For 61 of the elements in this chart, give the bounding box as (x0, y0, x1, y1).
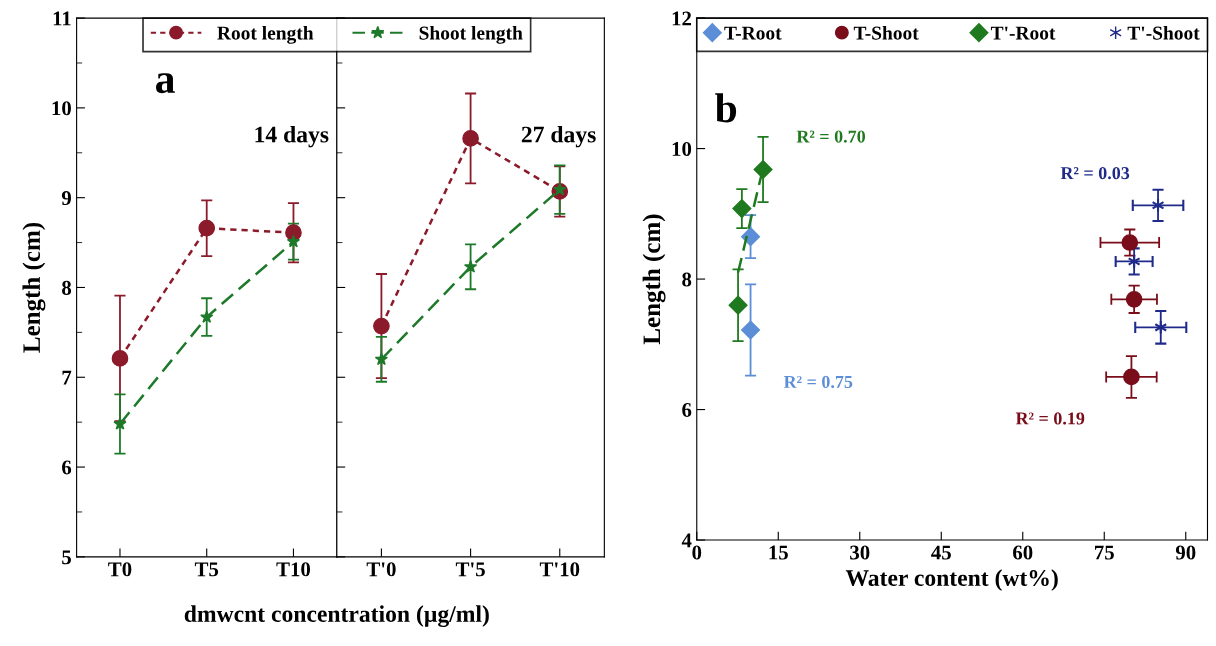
point (200, 310, 214, 323)
x-tick-label: 0 (692, 545, 702, 560)
point (1123, 368, 1140, 386)
y-tick-label: 10 (672, 141, 692, 157)
legend-label: T'-Shoot (1127, 25, 1200, 40)
legend-label: T-Root (724, 26, 782, 40)
y-tick-label: 6 (682, 403, 692, 417)
y-tick-label: 10 (52, 101, 71, 116)
legend-label: T-Shoot (853, 25, 919, 40)
point (741, 320, 761, 340)
point (1121, 234, 1139, 251)
point (198, 219, 216, 237)
x-tick-label: 60 (1013, 545, 1033, 560)
annotation: b (715, 93, 737, 123)
x-tick-label: T'5 (455, 562, 485, 577)
point (373, 317, 390, 335)
point (1125, 290, 1143, 308)
y-tick-label: 12 (672, 11, 692, 26)
point (553, 182, 567, 196)
point (732, 199, 752, 219)
y-tick-label: 4 (681, 533, 692, 548)
y-tick-label: 9 (61, 191, 71, 206)
annotation: R² = 0.70 (796, 130, 866, 143)
x-axis-title: dmwcnt concentration (µg/ml) (184, 605, 489, 627)
point (462, 130, 479, 147)
y-axis-title: Length (cm) (22, 222, 46, 353)
x-tick-label: T10 (276, 562, 311, 577)
y-tick-label: 11 (53, 11, 71, 26)
point (463, 259, 478, 273)
x-tick-label: 90 (1175, 545, 1196, 560)
annotation: R² = 0.75 (783, 375, 853, 389)
x-tick-label: 75 (1095, 545, 1114, 560)
legend-label: Root length (217, 25, 314, 44)
x-tick-label: 15 (769, 545, 788, 560)
annotation: R² = 0.19 (1015, 412, 1085, 425)
point (741, 227, 761, 247)
point (728, 295, 748, 315)
y-axis-title: Length (cm) (642, 214, 666, 345)
y-tick-label: 8 (682, 272, 692, 287)
x-tick-label: T'10 (539, 562, 580, 577)
annotation: R² = 0.03 (1060, 167, 1130, 180)
y-tick-label: 8 (62, 280, 72, 295)
point (113, 417, 127, 430)
x-axis-title: Water content (wt%) (845, 569, 1058, 591)
point (111, 350, 129, 367)
point (753, 159, 773, 179)
y-tick-label: 5 (62, 550, 71, 565)
y-tick-label: 7 (62, 370, 72, 385)
legend-label: T'-Root (990, 26, 1056, 40)
x-tick-label: 30 (850, 545, 870, 560)
x-tick-label: T5 (194, 562, 219, 577)
x-tick-label: T0 (108, 562, 132, 577)
point (374, 352, 389, 366)
annotation: 14 days (255, 125, 329, 148)
x-tick-label: T'0 (366, 562, 396, 577)
annotation: 27 days (521, 125, 596, 148)
y-tick-label: 6 (62, 460, 72, 475)
annotation: a (156, 73, 175, 94)
legend-label: Shoot length (419, 25, 523, 44)
point (286, 234, 301, 248)
x-tick-label: 45 (931, 545, 951, 560)
